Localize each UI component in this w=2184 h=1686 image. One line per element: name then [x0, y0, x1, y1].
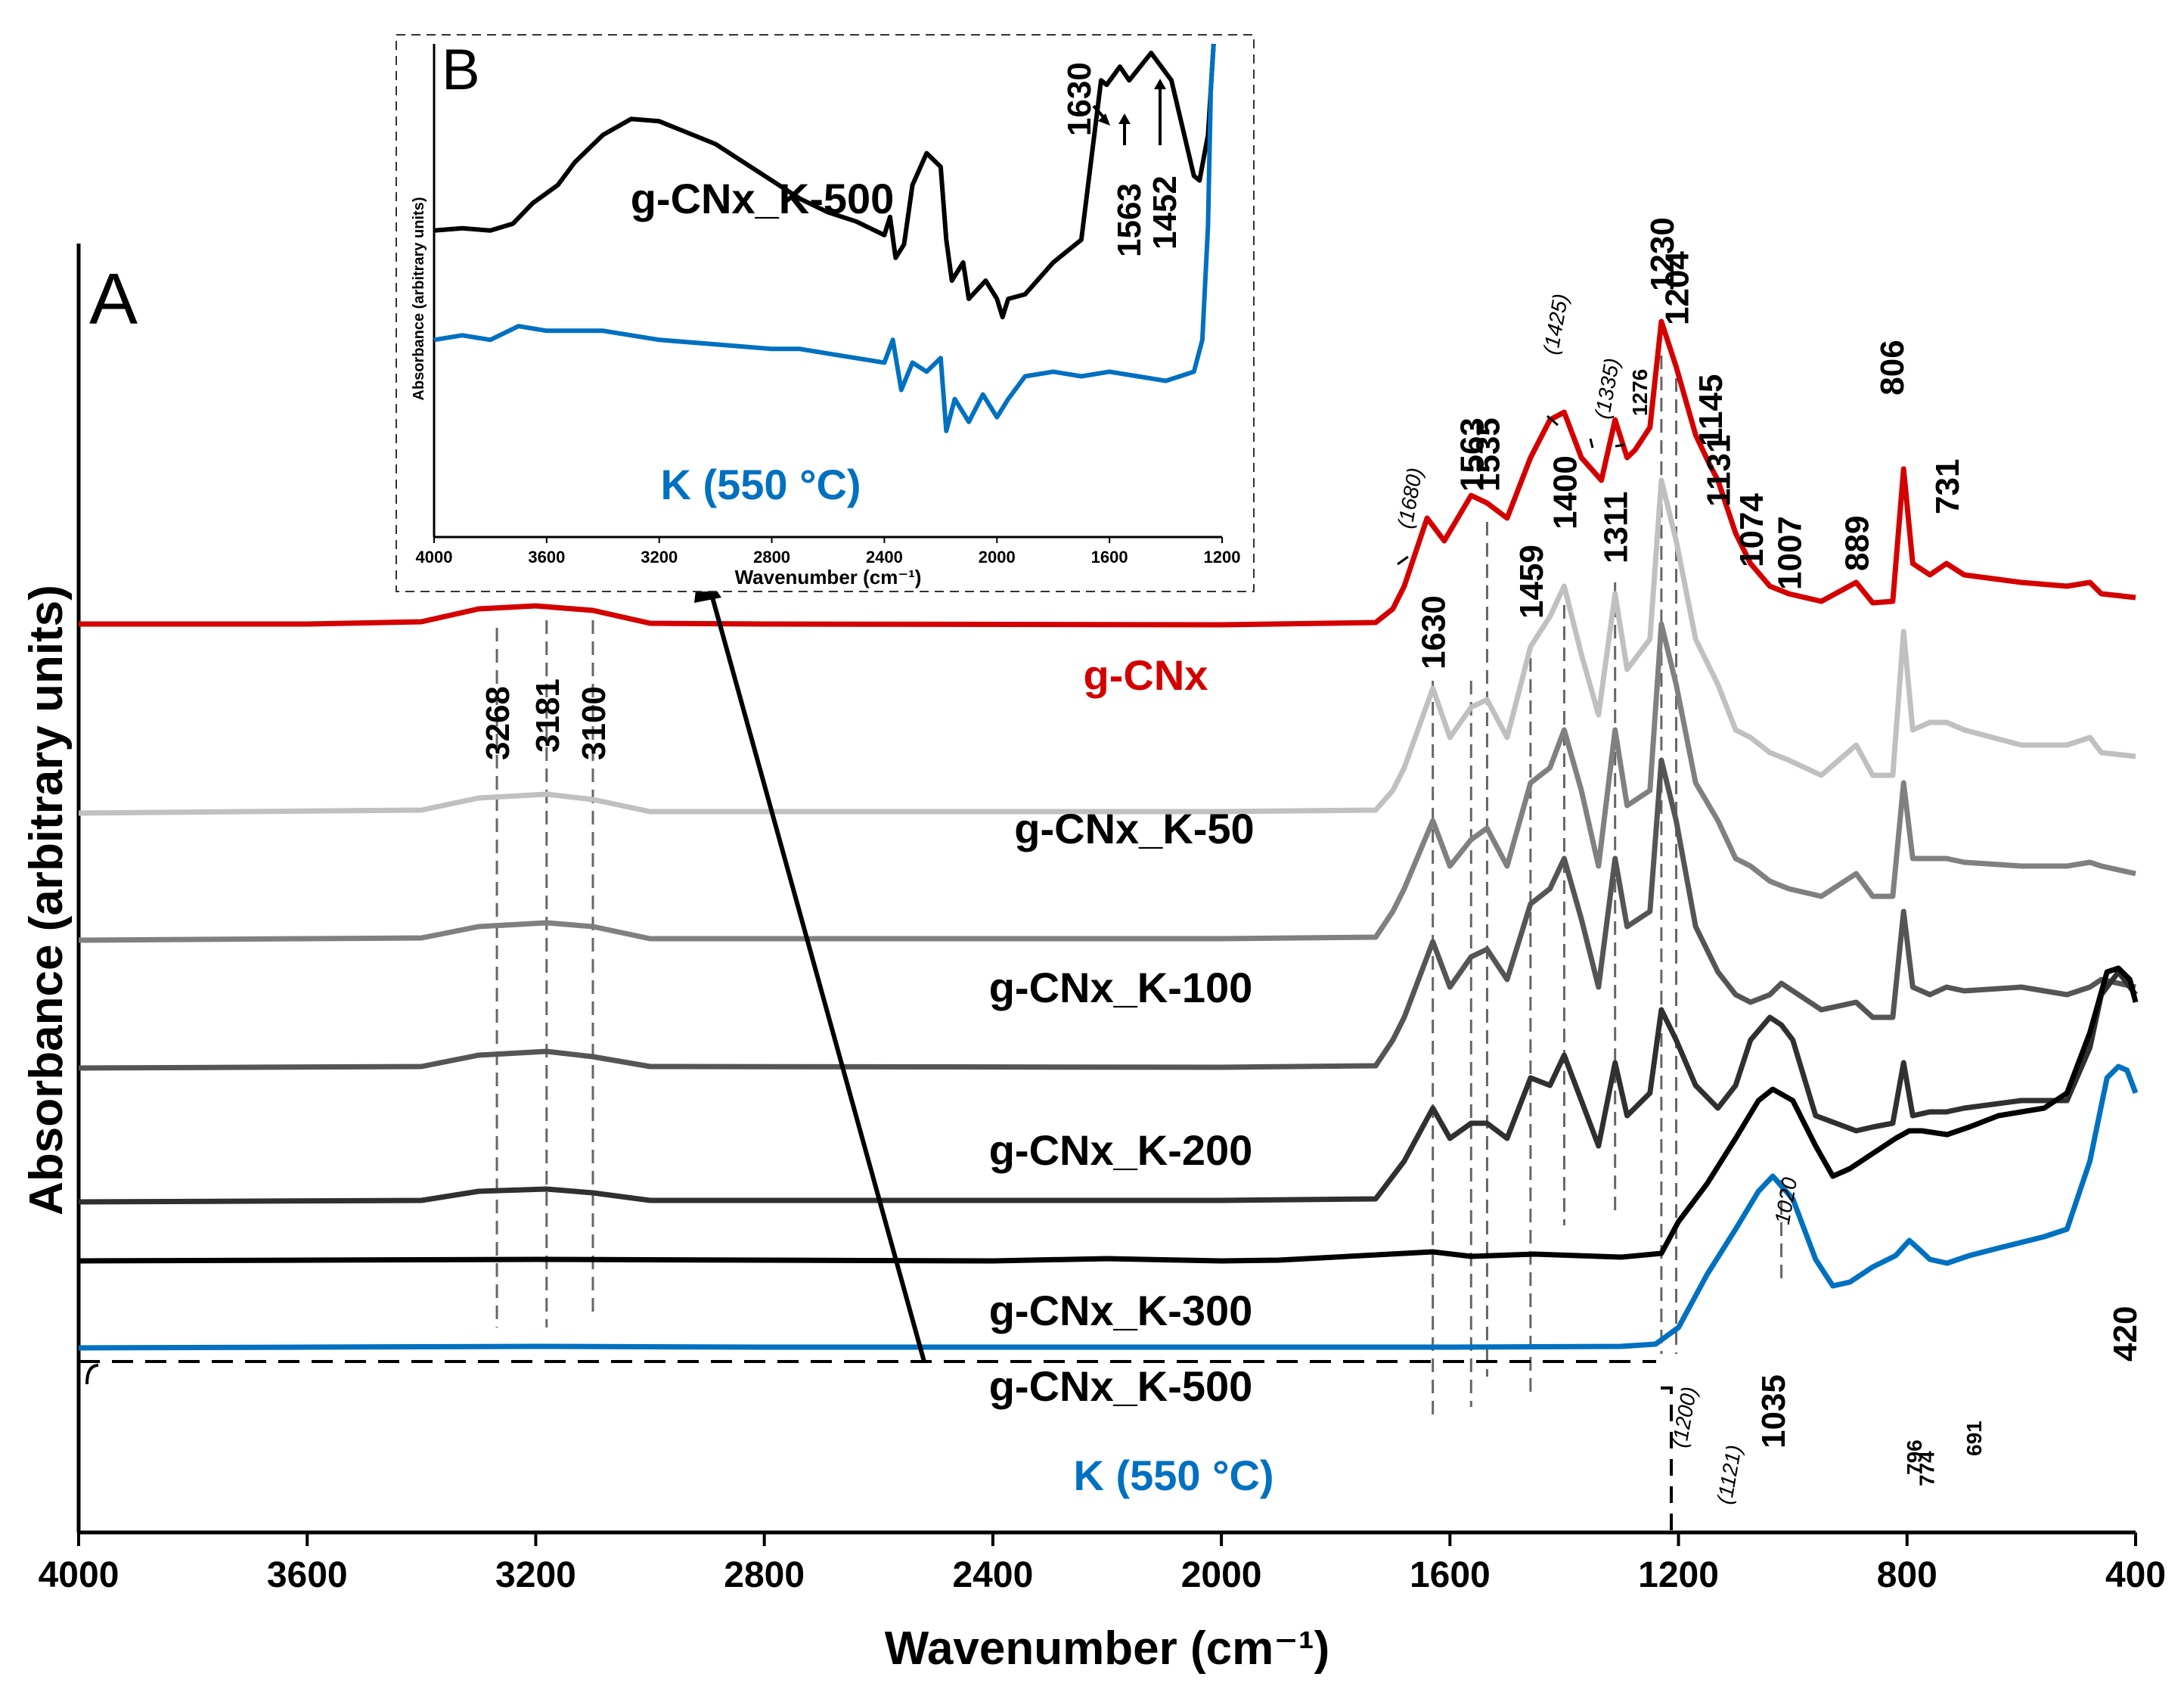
peak-label: 1276	[1628, 369, 1652, 416]
peak-label: 889	[1839, 516, 1876, 571]
peak-label: 1230	[1644, 217, 1681, 291]
inset-x-tick-label: 2800	[753, 548, 790, 567]
peak-label: 3100	[575, 686, 613, 760]
peak-label: 3181	[529, 678, 566, 753]
peak-label: 774	[1915, 1451, 1938, 1486]
inset-x-axis-title: Wavenumber (cm⁻¹)	[735, 566, 922, 588]
peak-pointer-arrow	[1615, 443, 1625, 448]
series-label: g-CNx_K-100	[989, 964, 1253, 1011]
inset-series-line-k-550-c-	[433, 43, 1216, 433]
series-label: g-CNx_K-500	[989, 1362, 1253, 1410]
x-tick-label: 2800	[724, 1555, 805, 1595]
peak-label: 3268	[479, 686, 517, 760]
peak-label: 806	[1874, 340, 1911, 395]
series-label: g-CNx_K-50	[1014, 805, 1254, 852]
x-tick-label: 1200	[1638, 1555, 1719, 1595]
inset-peak-arrowhead	[1154, 79, 1166, 89]
x-tick-label: 2400	[952, 1555, 1033, 1595]
series-label: K (550 °C)	[1073, 1452, 1273, 1499]
inset-x-tick-label: 3600	[528, 548, 565, 567]
x-tick-label: 4000	[39, 1555, 119, 1595]
x-tick-label: 2000	[1181, 1555, 1262, 1595]
peak-label: 1007	[1771, 516, 1808, 590]
inset-x-tick-label: 2400	[866, 548, 903, 567]
inset-y-axis-title: Absorbance (arbitrary units)	[411, 197, 427, 401]
series-line-g-cnx-k-300	[78, 969, 2138, 1205]
inset-x-tick-label: 4000	[416, 548, 453, 567]
inset-x-tick-label: 2000	[979, 548, 1016, 567]
peak-label: 420	[2107, 1306, 2144, 1362]
peak-label: 1630	[1416, 595, 1453, 669]
series-label: g-CNx	[1084, 651, 1208, 699]
main-chart-panel: A 4000 3600 3200 2800 2400 2000 1600 1200 800 400…	[20, 217, 2166, 1675]
inset-peak-arrowhead	[1098, 113, 1110, 126]
series-line-g-cnx-k-100	[78, 621, 2136, 943]
series-label: g-CNx_K-300	[989, 1287, 1253, 1334]
zoom-region-left-corner	[85, 1364, 99, 1385]
inset-peak-label: 1452	[1146, 175, 1184, 250]
peak-label: 1035	[1755, 1374, 1792, 1448]
series-line-g-cnx-k-500	[78, 965, 2139, 1264]
peak-label: 1459	[1513, 545, 1550, 619]
inset-x-tick-label: 3200	[641, 548, 678, 567]
peak-label: 796	[1903, 1439, 1926, 1475]
inset-chart-panel: B 4000 3600 3200 2800 2400 2000 1600 1200 g-CNx…	[396, 34, 1255, 592]
inset-series-label: g-CNx_K-500	[631, 175, 895, 222]
inset-series-line-g-cnx-k-500	[433, 43, 1216, 320]
zoom-region-right-bracket	[1661, 1386, 1673, 1532]
series-line-g-cnx-k-200	[78, 757, 2136, 1071]
peak-label: 1204	[1659, 251, 1696, 325]
x-tick-label: 400	[2105, 1555, 2166, 1595]
x-tick-label: 3200	[495, 1555, 576, 1595]
x-tick-label: 800	[1877, 1555, 1937, 1595]
x-tick-label: 1600	[1410, 1555, 1491, 1595]
inset-peak-arrowhead	[1118, 113, 1131, 124]
series-line-g-cnx	[79, 318, 2136, 628]
x-tick-label: 3600	[267, 1555, 348, 1595]
peak-label: 1145	[1692, 374, 1730, 446]
peak-label: 731	[1929, 459, 1966, 514]
y-axis-title: Absorbance (arbitrary units)	[20, 585, 73, 1216]
peak-label: 1563	[1453, 418, 1491, 492]
x-axis-title: Wavenumber (cm⁻¹)	[885, 1622, 1330, 1675]
peak-label: 1311	[1598, 492, 1635, 564]
panel-letter-a: A	[89, 259, 138, 340]
peak-pointer-arrow	[1589, 438, 1594, 449]
inset-peak-label: 1563	[1111, 183, 1148, 257]
inset-x-tick-label: 1600	[1091, 548, 1128, 567]
panel-letter-b: B	[442, 38, 480, 102]
peak-pointer-arrow	[1397, 555, 1409, 566]
peak-label: 1131	[1701, 435, 1738, 507]
peak-label: 1535	[1469, 418, 1506, 492]
inset-pointer-arrow	[706, 580, 926, 1362]
inset-x-tick-label: 1200	[1204, 548, 1241, 567]
peak-pointer-arrow	[1546, 415, 1559, 427]
inset-series-label: K (550 °C)	[660, 461, 861, 508]
peak-label: 1074	[1733, 493, 1770, 567]
series-line-k-550-c-	[78, 1063, 2139, 1351]
series-line-g-cnx-k-50	[78, 477, 2136, 816]
peak-label: 1400	[1546, 455, 1584, 529]
peak-label: 691	[1962, 1421, 1986, 1456]
inset-frame	[396, 34, 1255, 592]
series-label: g-CNx_K-200	[989, 1126, 1253, 1174]
inset-peak-label: 1630	[1061, 62, 1098, 136]
